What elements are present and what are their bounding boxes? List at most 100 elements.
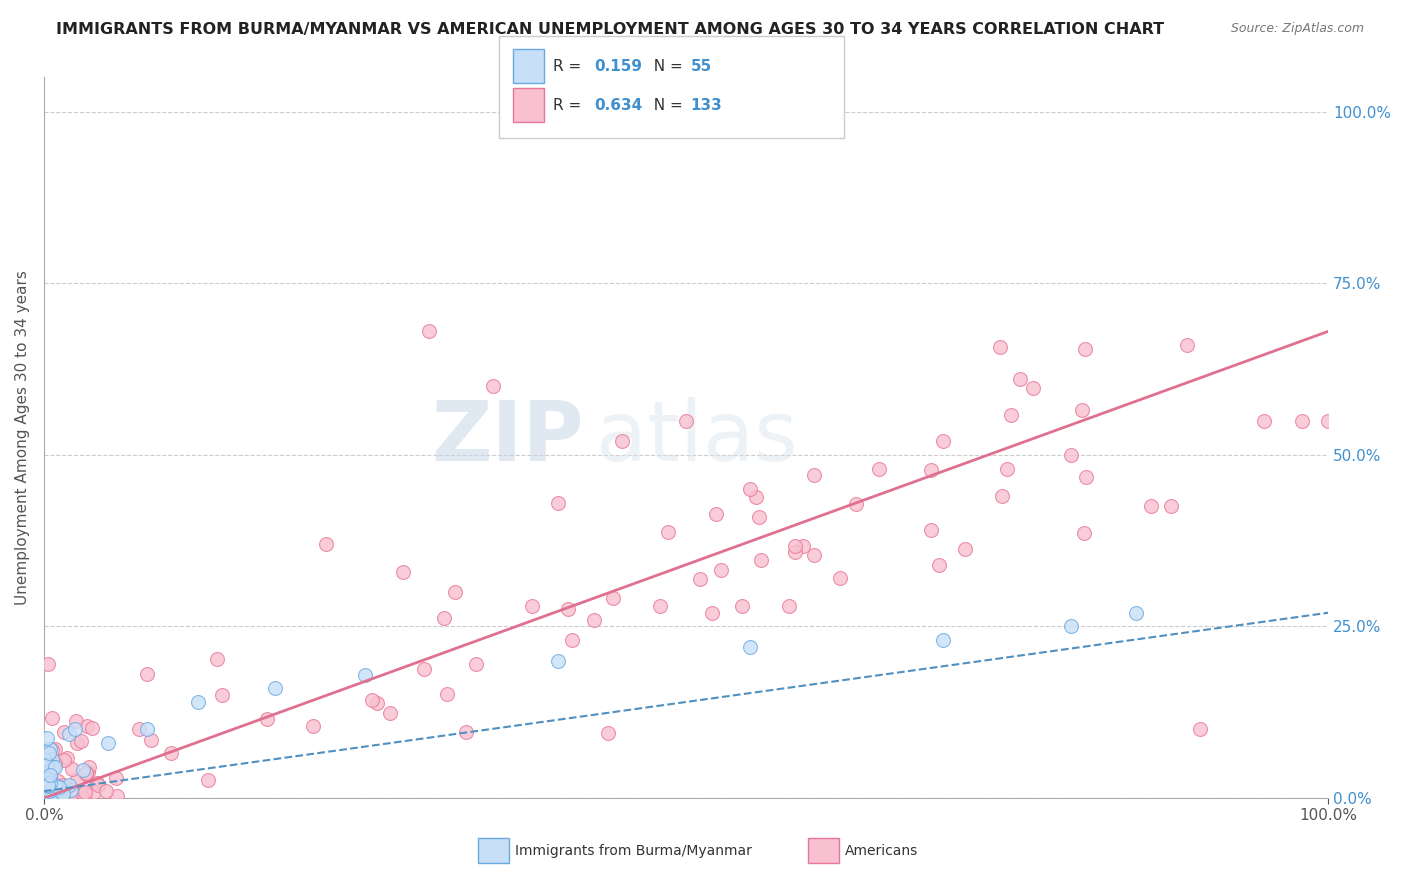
Point [749,553,772,567]
Text: Immigrants from Burma/Myanmar: Immigrants from Burma/Myanmar [515,844,751,858]
Point [46,774,69,789]
Point [38,782,60,797]
Point [159,746,181,760]
Point [135,723,157,737]
Point [1253,414,1275,428]
Point [94,784,117,798]
Point [35,731,58,746]
Point [482,379,505,393]
Text: 133: 133 [690,98,723,112]
Text: N =: N = [644,59,688,73]
Point [778,599,800,613]
Point [596,725,619,739]
Point [37,657,59,671]
Point [42,786,65,800]
Point [39,776,62,790]
Text: R =: R = [553,98,586,112]
Point [141,733,163,747]
Point [60,786,83,800]
Point [211,689,233,703]
Point [32,790,55,805]
Point [783,539,806,553]
Point [37,771,59,785]
Point [49,789,72,803]
Point [547,496,569,510]
Point [932,434,955,449]
Point [46,783,69,797]
Point [48,782,70,797]
Point [41,787,63,801]
Point [38,742,60,756]
Point [39,789,62,804]
Point [65,772,87,786]
Point [48,780,70,794]
Point [38,783,60,797]
Point [34,762,56,776]
Point [1188,723,1211,737]
Point [39,768,62,782]
Point [44,742,66,756]
Point [35,777,58,791]
Point [56,750,79,764]
Point [77,760,100,774]
Point [1074,342,1097,356]
Point [39,770,62,784]
Point [53,753,76,767]
Point [37,779,59,793]
Text: N =: N = [644,98,688,112]
Point [32,772,55,787]
Point [34,779,56,793]
Point [32,760,55,774]
Point [520,599,543,613]
Point [52,778,75,792]
Point [58,778,80,792]
Point [1021,381,1043,395]
Point [86,776,108,790]
Point [803,468,825,483]
Point [256,712,278,726]
Point [56,790,79,805]
Point [34,754,56,768]
Point [80,721,103,735]
Point [264,681,287,696]
Point [706,507,728,521]
Point [37,758,59,772]
Point [83,785,105,799]
Point [710,563,733,577]
Point [41,788,63,802]
Point [38,765,60,780]
Point [582,614,605,628]
Point [41,742,63,756]
Point [610,434,633,449]
Point [830,571,852,585]
Point [689,572,711,586]
Point [73,766,96,780]
Point [700,606,723,620]
Point [41,752,63,766]
Point [740,640,762,654]
Point [955,542,977,557]
Point [991,489,1014,503]
Text: Americans: Americans [845,844,918,858]
Y-axis label: Unemployment Among Ages 30 to 34 years: Unemployment Among Ages 30 to 34 years [15,270,30,605]
Point [187,695,209,709]
Point [995,461,1018,475]
Point [75,765,97,780]
Point [45,791,67,805]
Point [1317,414,1340,428]
Point [465,657,488,671]
Point [38,746,60,760]
Point [60,762,83,776]
Point [845,497,868,511]
Point [49,782,72,797]
Point [58,727,80,741]
Point [354,667,377,681]
Point [34,758,56,772]
Point [361,692,384,706]
Point [39,788,62,802]
Point [35,767,58,781]
Point [34,753,56,767]
Point [1073,525,1095,540]
Point [315,537,337,551]
Point [302,719,325,733]
